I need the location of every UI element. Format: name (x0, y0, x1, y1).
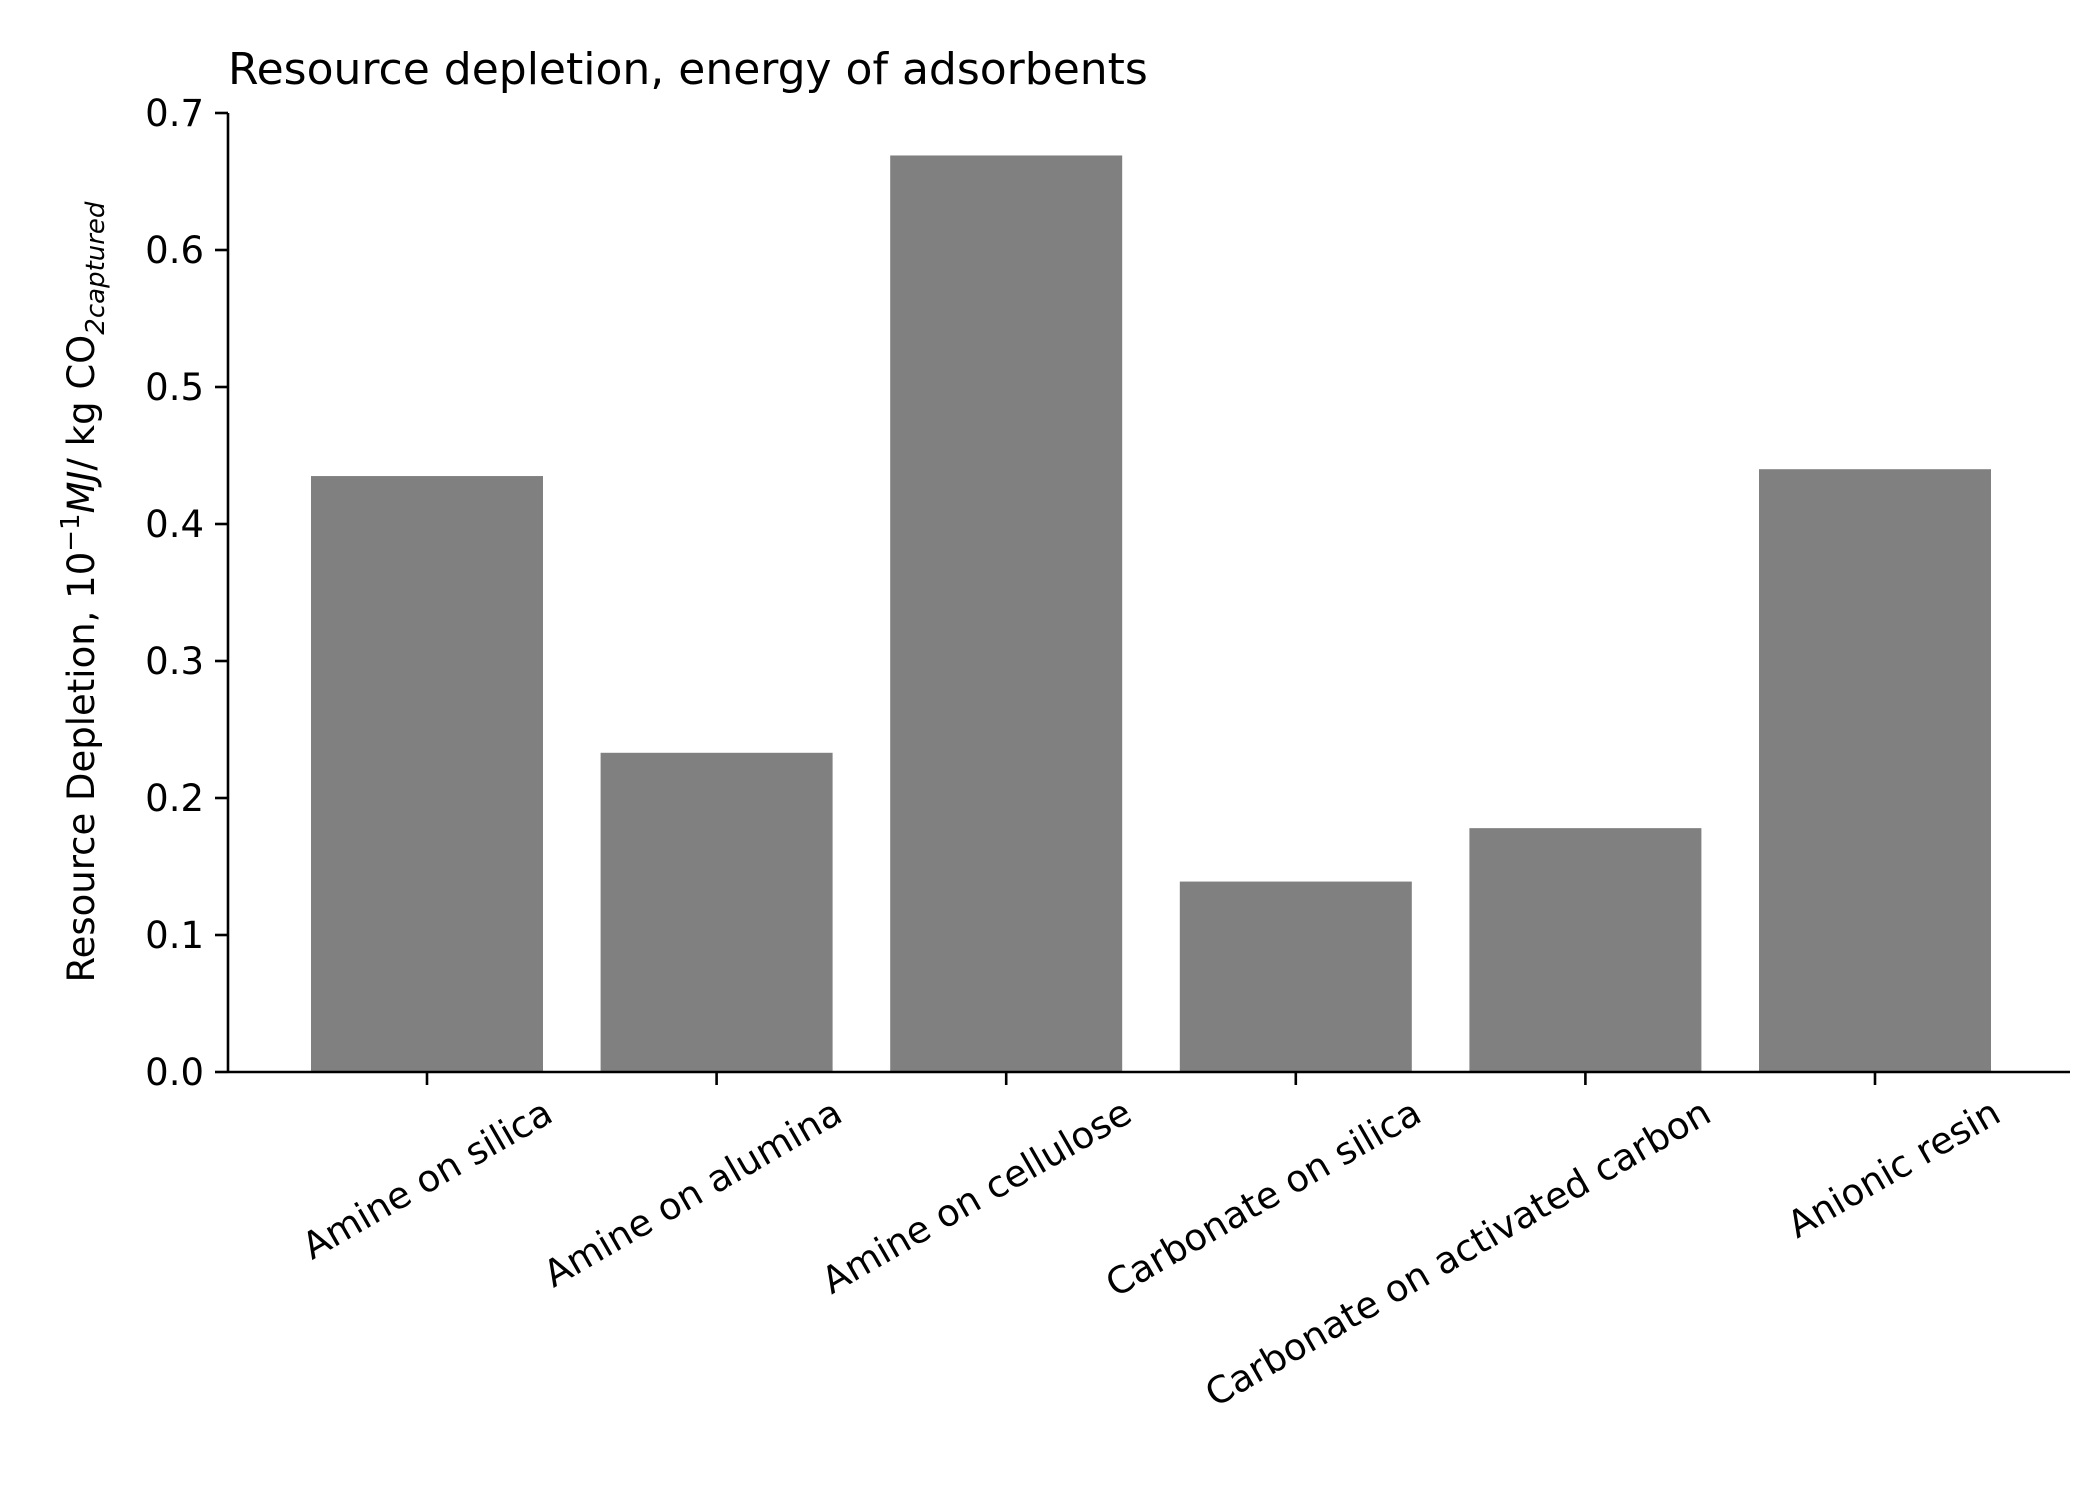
bar-carbonate-on-silica (1179, 881, 1412, 1072)
y-tick-label: 0.4 (145, 503, 204, 546)
bar-amine-on-cellulose (890, 155, 1123, 1073)
y-tick-label: 0.5 (145, 366, 204, 409)
x-tick-label: Amine on cellulose (814, 1091, 1138, 1303)
x-tick-label: Amine on alumina (536, 1091, 849, 1296)
y-tick-label: 0.3 (145, 640, 204, 683)
y-axis-label: Resource Depletion, 10−1MJ/ kg CO2captur… (56, 201, 111, 982)
chart-title: Resource depletion, energy of adsorbents (228, 44, 1148, 95)
bar-carbonate-on-activated-carbon (1469, 828, 1702, 1072)
bar-amine-on-alumina (600, 752, 833, 1072)
y-tick-label: 0.7 (145, 92, 204, 135)
bar-amine-on-silica (311, 476, 543, 1072)
y-tick-label: 0.0 (145, 1051, 204, 1094)
x-tick-label: Carbonate on activated carbon (1198, 1091, 1718, 1416)
x-tick-label: Anionic resin (1780, 1091, 2007, 1247)
y-tick-label: 0.6 (145, 229, 204, 272)
bars-group (311, 155, 1991, 1073)
x-tick-label: Amine on silica (295, 1091, 560, 1269)
y-tick-label: 0.1 (145, 914, 204, 957)
y-tick-label: 0.2 (145, 777, 204, 820)
bar-anionic-resin (1759, 469, 1991, 1072)
y-axis: 0.0 0.1 0.2 0.3 0.4 0.5 0.6 0.7 (145, 92, 228, 1094)
